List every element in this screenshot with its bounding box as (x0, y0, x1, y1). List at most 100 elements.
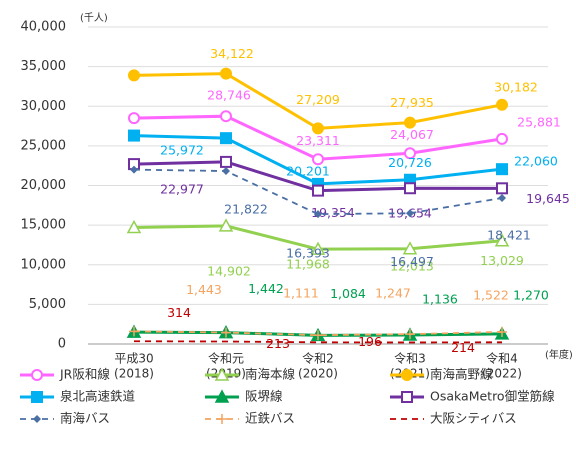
marker (222, 167, 230, 176)
marker (128, 112, 140, 125)
series (128, 67, 508, 135)
value-label: 213 (266, 336, 290, 351)
value-label: 314 (167, 305, 191, 320)
marker (496, 132, 508, 145)
value-label: 12,013 (390, 258, 434, 273)
series (128, 129, 508, 190)
x-tick-year: (2020) (298, 367, 338, 381)
legend-label: 泉北高速鉄道 (60, 389, 136, 404)
y-tick-label: 10,000 (21, 257, 67, 272)
value-label: 1,522 (473, 287, 509, 302)
marker (312, 153, 324, 166)
value-label: 34,122 (210, 46, 254, 61)
series (128, 110, 508, 166)
marker (404, 182, 416, 195)
legend-label: 南海高野線 (430, 367, 493, 382)
marker (33, 415, 41, 423)
marker (401, 369, 413, 381)
y-tick-label: 30,000 (21, 99, 67, 114)
x-tick-label: 令和3 (394, 351, 426, 366)
legend-label: JR阪和線 (59, 367, 110, 382)
unit-label: (千人) (80, 12, 108, 24)
value-label: 1,247 (375, 286, 411, 301)
marker (404, 116, 416, 129)
value-label: 18,421 (487, 228, 531, 243)
marker (217, 414, 227, 424)
value-label: 25,881 (517, 114, 561, 129)
marker (220, 155, 232, 168)
marker (128, 129, 140, 142)
x-tick-label: 令和4 (486, 351, 518, 366)
value-label: 30,182 (494, 79, 538, 94)
legend-label: 南海本線 (245, 367, 296, 382)
legend-label: 大阪シティバス (430, 411, 517, 426)
x-tick-label: 令和元 (208, 351, 244, 366)
marker (31, 391, 43, 403)
y-tick-label: 20,000 (21, 178, 67, 193)
value-label: 214 (451, 340, 475, 355)
value-label: 20,726 (388, 155, 432, 170)
marker (402, 241, 418, 255)
value-label: 13,029 (480, 253, 524, 268)
value-label: 19,354 (311, 205, 355, 220)
value-label: 11,968 (286, 257, 330, 272)
marker (313, 330, 323, 341)
marker (497, 326, 507, 337)
y-tick-label: 5,000 (29, 297, 66, 312)
marker (404, 147, 416, 160)
series (133, 340, 503, 344)
series (128, 155, 508, 197)
x-tick-label: 令和2 (302, 351, 334, 366)
marker (406, 209, 414, 218)
marker (498, 194, 506, 203)
legend-label: 近鉄バス (245, 411, 295, 426)
y-tick-label: 0 (58, 337, 66, 352)
marker (312, 122, 324, 135)
value-label: 28,746 (207, 88, 251, 103)
y-tick-label: 35,000 (21, 59, 67, 74)
series-line (133, 340, 503, 344)
value-label: 27,935 (390, 95, 434, 110)
marker (494, 233, 510, 247)
value-label: 1,442 (248, 281, 284, 296)
value-label: 14,902 (207, 263, 251, 278)
value-label: 1,443 (186, 282, 222, 297)
marker (405, 329, 415, 340)
value-label: 196 (358, 334, 382, 349)
value-label: 19,645 (526, 191, 570, 206)
marker (214, 367, 230, 381)
y-tick-label: 40,000 (21, 20, 67, 35)
value-label: 22,060 (514, 154, 558, 169)
marker (128, 69, 140, 82)
value-label: 25,972 (160, 143, 204, 158)
y-tick-label: 25,000 (21, 138, 67, 153)
legend-label: OsakaMetro御堂筋線 (430, 389, 555, 404)
value-label: 21,822 (224, 202, 268, 217)
x-unit-label: (年度) (545, 348, 573, 361)
series (130, 165, 506, 219)
marker (214, 389, 230, 403)
marker (31, 369, 43, 381)
value-label: 1,111 (283, 286, 319, 301)
value-label: 27,209 (296, 92, 340, 107)
marker (310, 241, 326, 255)
value-label: 20,201 (286, 163, 330, 178)
value-label: 24,067 (390, 127, 434, 142)
marker (218, 218, 234, 232)
value-label: 1,270 (513, 287, 549, 302)
value-label: 1,084 (330, 286, 366, 301)
value-label: 16,393 (286, 246, 330, 261)
legend-label: 阪堺線 (245, 389, 283, 404)
marker (496, 182, 508, 195)
marker (130, 165, 138, 174)
marker (220, 110, 232, 123)
series (126, 218, 510, 255)
series (129, 326, 507, 341)
marker (496, 163, 508, 176)
x-tick-year: (2018) (114, 367, 154, 381)
marker (221, 327, 231, 338)
marker (129, 326, 139, 337)
value-label: 22,977 (160, 181, 204, 196)
marker (126, 219, 142, 234)
